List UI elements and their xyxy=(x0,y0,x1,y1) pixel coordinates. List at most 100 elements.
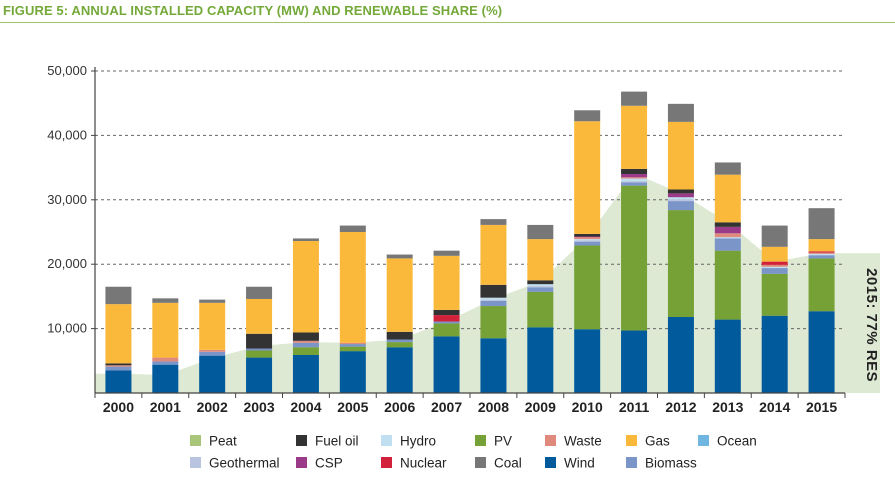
bar-segment-waste xyxy=(761,264,788,267)
bar-segment-hydro xyxy=(761,266,788,269)
bar-segment-coal xyxy=(339,225,366,232)
legend-label: CSP xyxy=(315,456,343,471)
legend-swatch xyxy=(626,435,637,446)
legend-label: Nuclear xyxy=(400,456,447,471)
legend-item-pv: PV xyxy=(475,434,512,449)
bar-segment-coal xyxy=(574,110,601,122)
bar-segment-waste xyxy=(621,177,648,179)
bar-segment-gas xyxy=(714,174,741,223)
y-tick-label: 40,000 xyxy=(47,127,87,142)
legend-swatch xyxy=(190,435,201,446)
bar-segment-coal xyxy=(761,225,788,247)
legend-swatch xyxy=(626,457,637,468)
bar-segment-wind xyxy=(152,364,179,393)
bar-segment-gas xyxy=(480,224,507,285)
x-tick-label: 2006 xyxy=(384,399,415,415)
bar-segment-wind xyxy=(574,329,601,393)
legend-swatch xyxy=(475,435,486,446)
bar-segment-geothermal xyxy=(621,181,648,183)
legend-swatch xyxy=(296,457,307,468)
bar-segment-pv xyxy=(621,185,648,331)
bar-segment-coal xyxy=(199,299,226,303)
bar-segment-waste xyxy=(574,237,601,240)
bar-segment-hydro xyxy=(480,297,507,300)
bar-segment-coal xyxy=(621,91,648,106)
x-tick-label: 2003 xyxy=(243,399,274,415)
x-tick-label: 2013 xyxy=(712,399,743,415)
bar-segment-fuel-oil xyxy=(246,333,273,349)
y-tick-label: 30,000 xyxy=(47,192,87,207)
bar-segment-waste xyxy=(339,342,366,345)
bar-segment-biomass xyxy=(714,238,741,251)
bar-segment-coal xyxy=(714,162,741,175)
bar-segment-coal xyxy=(386,254,413,259)
bar-segment-pv xyxy=(480,306,507,339)
legend-item-gas: Gas xyxy=(626,434,670,449)
bar-segment-fuel-oil xyxy=(527,280,554,285)
legend-swatch xyxy=(545,457,556,468)
bar-segment-wind xyxy=(527,327,554,393)
bar-segment-pv xyxy=(667,210,694,318)
bar-segment-pv xyxy=(761,273,788,316)
bar-segment-gas xyxy=(527,239,554,281)
x-tick-label: 2001 xyxy=(150,399,181,415)
bar-segment-fuel-oil xyxy=(105,363,132,366)
bar-segment-biomass xyxy=(480,300,507,307)
bar-segment-biomass xyxy=(199,351,226,356)
bar-segment-waste xyxy=(808,252,835,254)
bar-segment-coal xyxy=(246,286,273,299)
legend-swatch xyxy=(698,435,709,446)
legend-label: Ocean xyxy=(717,434,757,449)
bar-segment-pv xyxy=(574,245,601,330)
bar-segment-gas xyxy=(105,304,132,364)
bar-segment-wind xyxy=(808,311,835,393)
bar-segment-coal xyxy=(433,250,460,256)
bar-segment-biomass xyxy=(292,342,319,348)
bar-segment-hydro xyxy=(527,284,554,287)
bar-segment-biomass xyxy=(574,241,601,246)
bar-segment-csp xyxy=(714,226,741,234)
bar-segment-gas xyxy=(667,121,694,190)
legend-label: Wind xyxy=(564,456,595,471)
y-tick-label: 20,000 xyxy=(47,256,87,271)
legend-item-coal: Coal xyxy=(475,456,522,471)
bar-segment-wind xyxy=(714,319,741,393)
x-tick-label: 2010 xyxy=(572,399,603,415)
bar-segment-hydro xyxy=(808,253,835,256)
bar-segment-wind xyxy=(386,347,413,393)
bar-segment-waste xyxy=(199,349,226,352)
legend-item-geothermal: Geothermal xyxy=(190,456,280,471)
x-tick-label: 2005 xyxy=(337,399,368,415)
legend-item-ocean: Ocean xyxy=(698,434,757,449)
legend-item-csp: CSP xyxy=(296,456,343,471)
legend-item-wind: Wind xyxy=(545,456,595,471)
res-share-label: 2015: 77% RES xyxy=(863,268,880,382)
legend-swatch xyxy=(296,435,307,446)
bar-segment-coal xyxy=(480,219,507,225)
legend-item-nuclear: Nuclear xyxy=(381,456,447,471)
legend-label: PV xyxy=(494,434,512,449)
bar-segment-pv xyxy=(292,347,319,356)
x-tick-label: 2007 xyxy=(431,399,462,415)
bar-segment-wind xyxy=(621,330,648,393)
figure-title: FIGURE 5: ANNUAL INSTALLED CAPACITY (MW)… xyxy=(3,3,503,18)
bar-segment-nuclear xyxy=(433,315,460,322)
bar-segment-coal xyxy=(667,103,694,122)
bar-segment-pv xyxy=(808,258,835,312)
bar-segment-biomass xyxy=(339,344,366,347)
bar-segment-fuel-oil xyxy=(714,222,741,227)
bar-segment-biomass xyxy=(386,339,413,343)
bar-segment-wind xyxy=(199,355,226,393)
bar-segment-coal xyxy=(152,298,179,303)
bar-segment-coal xyxy=(292,238,319,242)
bar-segment-fuel-oil xyxy=(621,168,648,175)
bar-segment-gas xyxy=(761,246,788,262)
bar-segment-gas xyxy=(386,258,413,332)
bar-segment-biomass xyxy=(527,287,554,292)
bar-segment-hydro xyxy=(714,237,741,239)
legend-item-fuel-oil: Fuel oil xyxy=(296,434,359,449)
legend-item-waste: Waste xyxy=(545,434,602,449)
legend-label: Fuel oil xyxy=(315,434,359,449)
bar-segment-pv xyxy=(246,350,273,358)
